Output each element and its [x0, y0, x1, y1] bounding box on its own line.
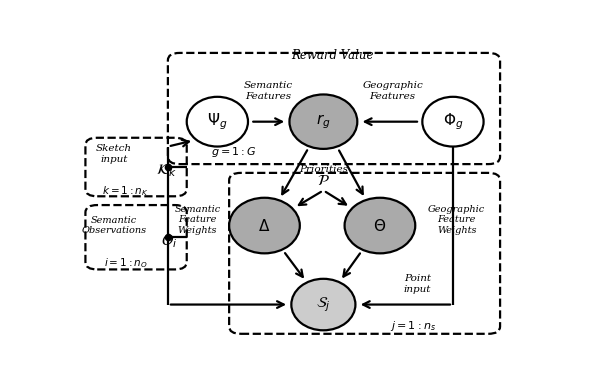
Text: Reward Value: Reward Value: [292, 49, 374, 62]
Text: Semantic
Feature
Weights: Semantic Feature Weights: [174, 205, 221, 234]
Text: $g = 1 : G$: $g = 1 : G$: [211, 146, 257, 159]
Text: Semantic
Observations: Semantic Observations: [81, 216, 147, 235]
Text: Point
input: Point input: [404, 274, 431, 294]
Text: Priorities: Priorities: [299, 165, 348, 174]
Text: $\mathcal{P}$: $\mathcal{P}$: [317, 174, 330, 188]
Ellipse shape: [291, 279, 356, 330]
Text: Semantic
Features: Semantic Features: [244, 81, 293, 101]
Ellipse shape: [229, 198, 300, 253]
Text: $\Theta$: $\Theta$: [373, 217, 387, 234]
Ellipse shape: [345, 198, 415, 253]
Text: $j = 1 : n_s$: $j = 1 : n_s$: [390, 320, 436, 334]
Text: $i = 1 : n_O$: $i = 1 : n_O$: [103, 256, 147, 269]
Ellipse shape: [289, 95, 358, 149]
Text: Geographic
Features: Geographic Features: [362, 81, 423, 101]
Text: $\Delta$: $\Delta$: [258, 217, 271, 234]
Ellipse shape: [423, 97, 483, 147]
Text: $k = 1 : n_K$: $k = 1 : n_K$: [102, 184, 149, 198]
Text: $\Psi_g$: $\Psi_g$: [207, 111, 227, 132]
Text: $\mathcal{S}_j$: $\mathcal{S}_j$: [316, 295, 331, 314]
Text: Sketch
input: Sketch input: [95, 144, 132, 163]
Text: Geographic
Feature
Weights: Geographic Feature Weights: [428, 205, 485, 234]
Ellipse shape: [187, 97, 248, 147]
Text: $\mathcal{O}_i$: $\mathcal{O}_i$: [161, 233, 178, 250]
Text: $\Phi_g$: $\Phi_g$: [443, 111, 463, 132]
Text: $\mathcal{K}_k$: $\mathcal{K}_k$: [156, 163, 177, 179]
Text: $r_g$: $r_g$: [316, 112, 331, 131]
